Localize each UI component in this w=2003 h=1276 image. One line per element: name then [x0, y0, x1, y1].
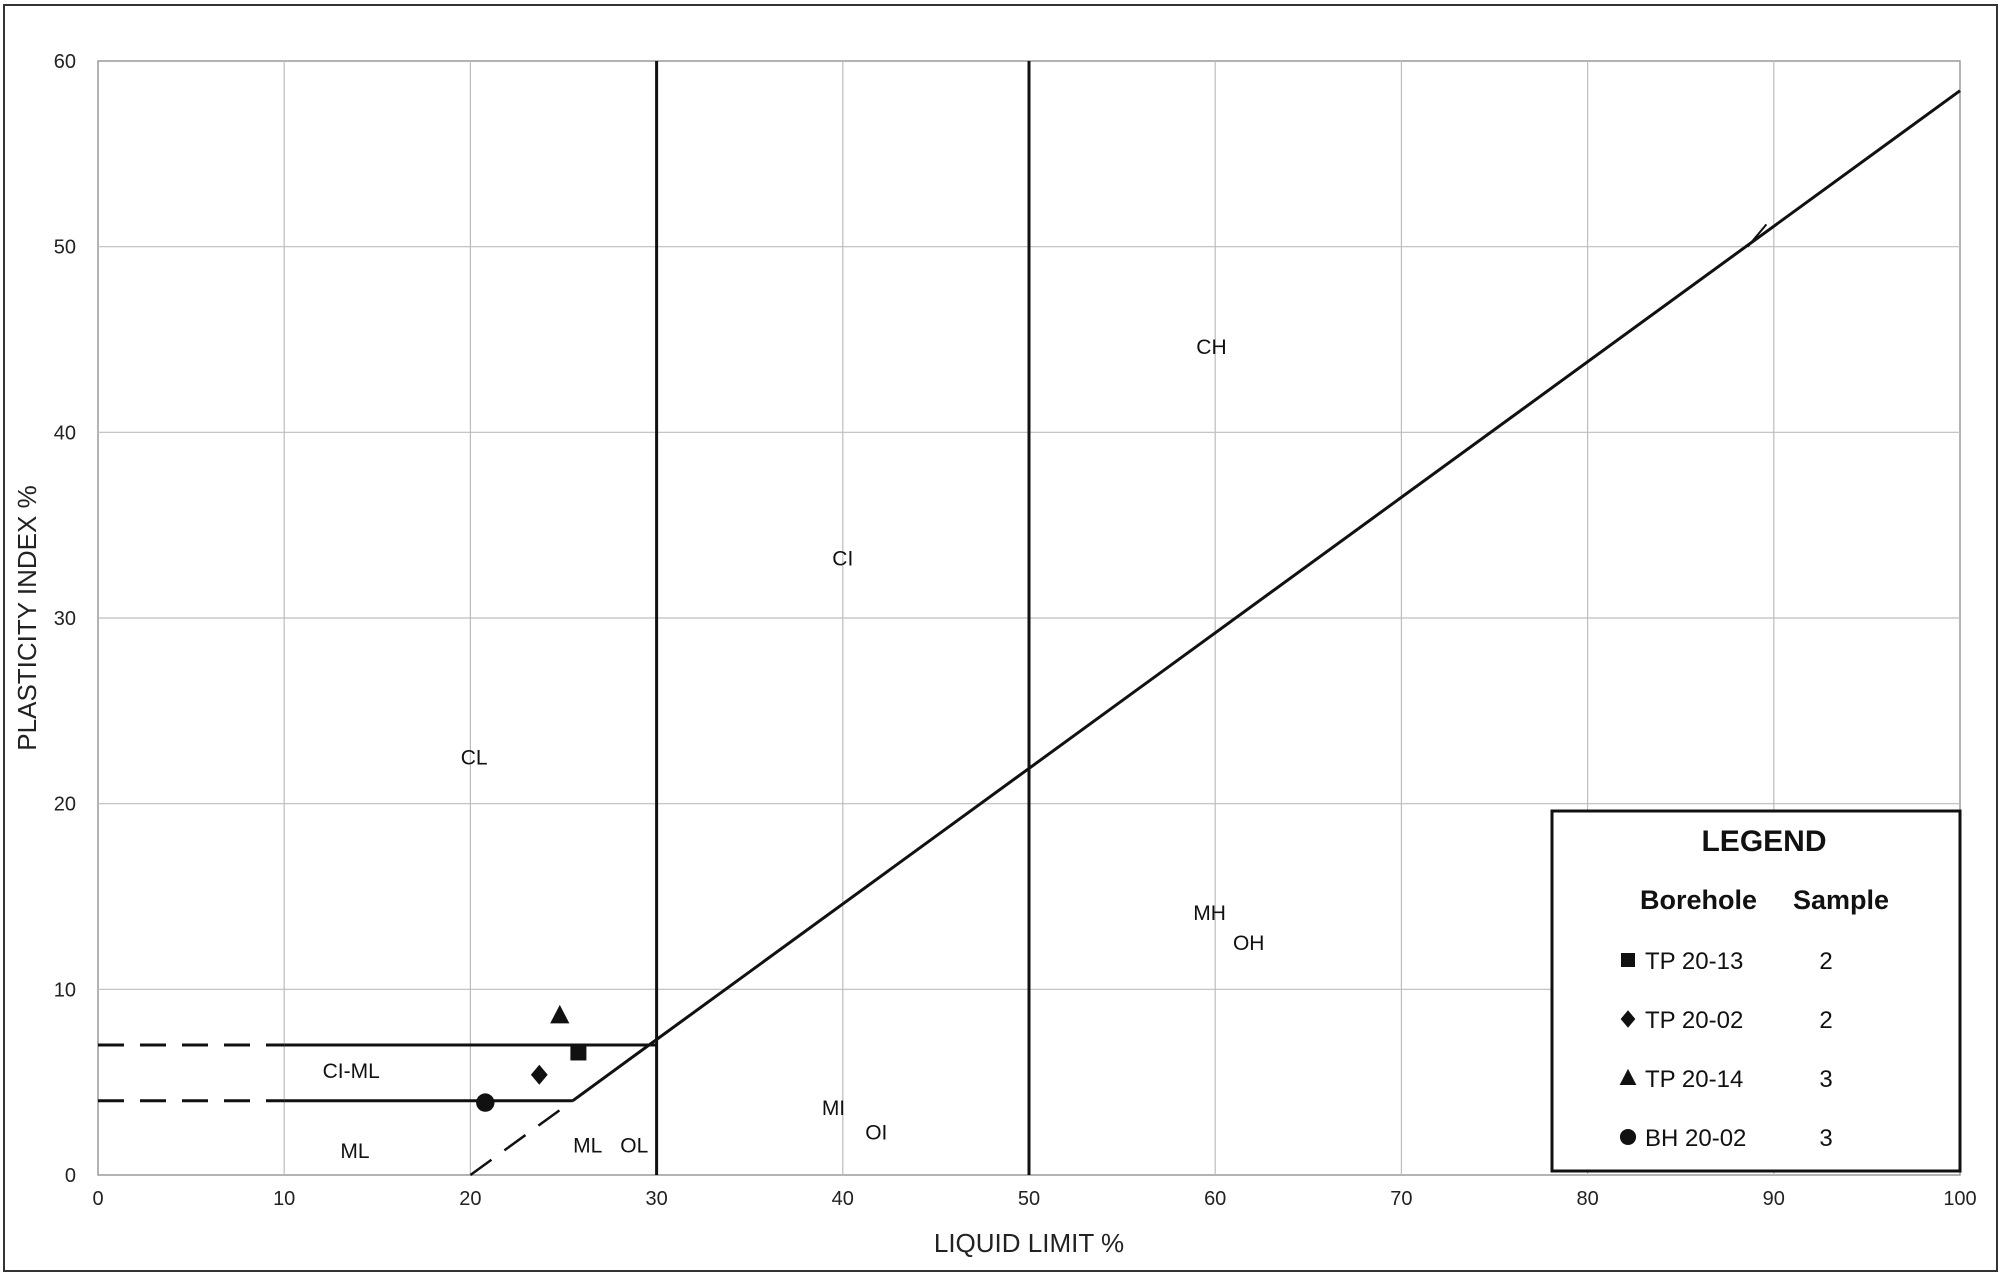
x-tick-label: 50	[1018, 1188, 1040, 1210]
legend-borehole: TP 20-13	[1645, 948, 1743, 975]
y-tick-label: 0	[65, 1165, 76, 1187]
data-point-diamond	[530, 1064, 548, 1085]
legend-col-sample: Sample	[1793, 885, 1889, 915]
data-points	[476, 1004, 587, 1112]
zone-labels: CL CI CH CI-ML ML ML OL MI OI MH OH	[323, 336, 1265, 1163]
zone-label: ML	[340, 1140, 369, 1163]
y-tick-label: 30	[54, 608, 76, 630]
x-tick-label: 80	[1576, 1188, 1598, 1210]
legend-borehole: TP 20-14	[1645, 1066, 1743, 1093]
legend-marker-circle	[1619, 1128, 1637, 1146]
legend: LEGEND Borehole Sample TP 20-13 2 TP 20-02…	[1550, 809, 1962, 1173]
legend-borehole: TP 20-02	[1645, 1007, 1743, 1034]
y-tick-label: 10	[54, 979, 76, 1001]
axis-ticks: 0 10 20 30 40 50 60 70 80 90 100 0 10 20 30 40 50 60	[54, 51, 1977, 1210]
data-point-circle	[476, 1093, 495, 1112]
zone-label: MH	[1193, 902, 1226, 925]
legend-marker-square	[1621, 953, 1635, 967]
legend-sample: 3	[1819, 1066, 1832, 1093]
x-tick-label: 70	[1390, 1188, 1412, 1210]
x-tick-label: 100	[1943, 1188, 1976, 1210]
zone-label: OI	[865, 1121, 887, 1144]
legend-sample: 2	[1819, 1007, 1832, 1034]
x-axis-title: LIQUID LIMIT %	[934, 1228, 1124, 1258]
legend-marker-diamond	[1620, 1010, 1636, 1028]
legend-title: LEGEND	[1701, 825, 1826, 858]
zone-label: OH	[1233, 932, 1265, 955]
zone-label: CH	[1196, 336, 1226, 359]
zone-label: MI	[822, 1097, 845, 1120]
legend-sample: 3	[1819, 1125, 1832, 1152]
data-point-square	[570, 1044, 587, 1061]
x-tick-label: 0	[92, 1188, 103, 1210]
legend-box	[1550, 809, 1962, 1173]
y-tick-label: 40	[54, 422, 76, 444]
legend-rows: TP 20-13 2 TP 20-02 2 TP 20-14 3 BH 20-02 3	[1619, 948, 1833, 1152]
zone-label: ML	[573, 1134, 602, 1157]
x-tick-label: 60	[1204, 1188, 1226, 1210]
x-tick-label: 90	[1763, 1188, 1785, 1210]
legend-marker-triangle	[1619, 1068, 1637, 1085]
legend-sample: 2	[1819, 948, 1832, 975]
legend-borehole: BH 20-02	[1645, 1125, 1746, 1152]
y-tick-label: 60	[54, 51, 76, 73]
x-tick-label: 40	[832, 1188, 854, 1210]
zone-label: OL	[620, 1134, 648, 1157]
zone-label: CL	[461, 746, 488, 769]
x-tick-label: 20	[459, 1188, 481, 1210]
a-line	[571, 89, 1961, 1102]
y-tick-label: 50	[54, 237, 76, 259]
zone-label: CI	[832, 548, 853, 571]
data-point-triangle	[550, 1004, 570, 1024]
y-tick-label: 20	[54, 794, 76, 816]
legend-col-borehole: Borehole	[1640, 885, 1757, 915]
x-tick-label: 30	[645, 1188, 667, 1210]
u-line-segment	[1746, 223, 1768, 248]
a-line-dashed	[469, 1099, 574, 1177]
x-tick-label: 10	[273, 1188, 295, 1210]
classification-lines	[98, 61, 1961, 1177]
zone-label: CI-ML	[323, 1060, 380, 1083]
y-axis-title: PLASTICITY INDEX %	[12, 485, 42, 750]
